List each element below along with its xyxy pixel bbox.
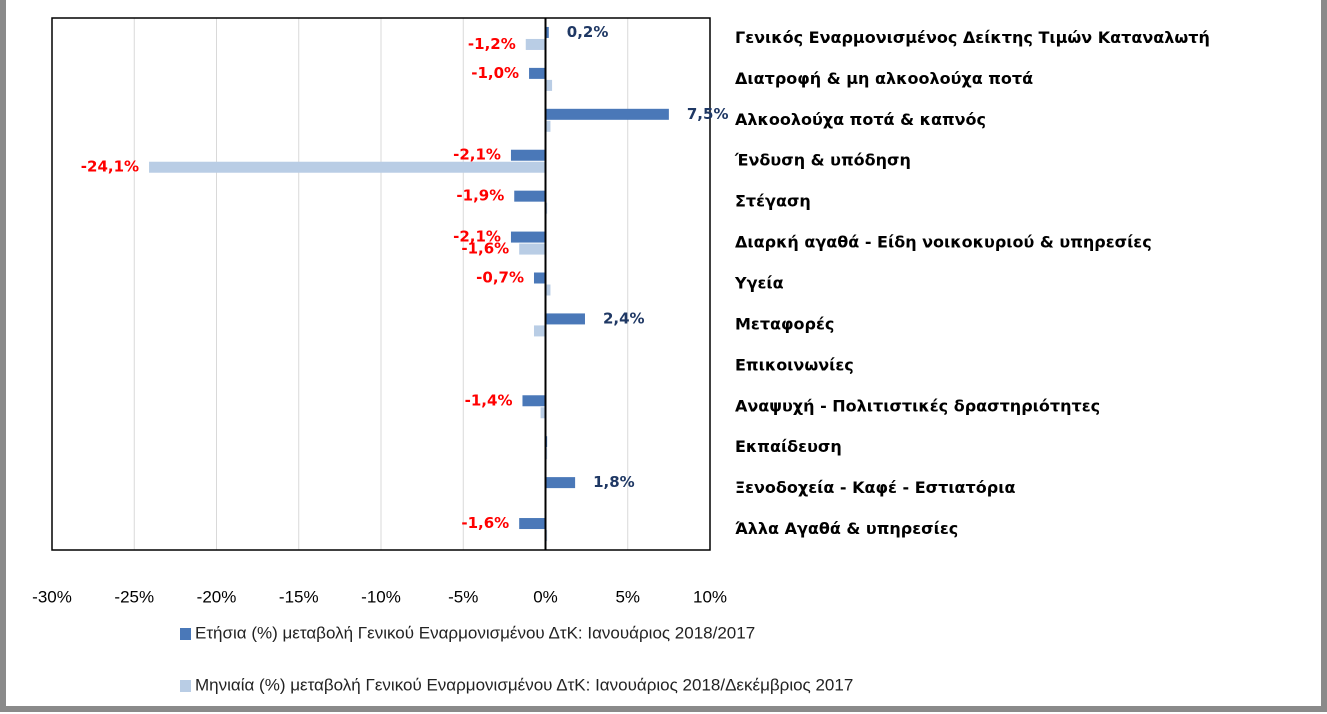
legend-swatch bbox=[180, 628, 191, 640]
data-label: -1,2% bbox=[468, 35, 516, 53]
x-tick-label: -10% bbox=[361, 587, 401, 606]
data-label: 1,8% bbox=[593, 473, 635, 491]
bar bbox=[519, 518, 546, 530]
category-label: Γενικός Εναρμονισμένος Δείκτης Τιμών Κατ… bbox=[735, 28, 1210, 47]
x-tick-label: 0% bbox=[533, 587, 558, 606]
category-label: Αναψυχή - Πολιτιστικές δραστηριότητες bbox=[735, 396, 1100, 415]
data-label: -1,6% bbox=[461, 514, 509, 532]
bar bbox=[545, 120, 551, 132]
x-tick-label: -30% bbox=[32, 587, 72, 606]
category-label: Άλλα Αγαθά & υπηρεσίες bbox=[735, 519, 958, 538]
x-tick-label: -25% bbox=[114, 587, 154, 606]
data-label: 0,2% bbox=[567, 23, 609, 41]
bar bbox=[514, 190, 546, 202]
x-tick-label: -15% bbox=[279, 587, 319, 606]
category-label: Μεταφορές bbox=[735, 314, 834, 333]
bar bbox=[533, 272, 546, 284]
bar bbox=[529, 67, 546, 79]
data-label: -1,6% bbox=[461, 240, 509, 258]
data-label: -2,1% bbox=[453, 146, 501, 164]
bar bbox=[533, 325, 546, 337]
category-label: Ένδυση & υπόδηση bbox=[734, 151, 911, 170]
bar bbox=[545, 313, 585, 325]
bar bbox=[545, 477, 576, 489]
plot-border bbox=[51, 17, 711, 551]
bar bbox=[510, 231, 546, 243]
bar bbox=[545, 108, 669, 120]
category-label: Επικοινωνίες bbox=[735, 355, 854, 374]
data-label: 7,5% bbox=[687, 105, 729, 123]
data-label: -2,1% bbox=[453, 228, 501, 246]
data-label: -1,9% bbox=[456, 187, 504, 205]
bar bbox=[545, 284, 551, 296]
category-label: Αλκοολούχα ποτά & καπνός bbox=[735, 110, 986, 129]
bar bbox=[525, 38, 546, 50]
legend-swatch bbox=[180, 680, 191, 692]
x-tick-label: 5% bbox=[615, 587, 640, 606]
bar bbox=[149, 161, 546, 173]
x-tick-label: -5% bbox=[448, 587, 478, 606]
category-label: Στέγαση bbox=[735, 192, 811, 211]
category-label: Διαρκή αγαθά - Είδη νοικοκυριού & υπηρεσ… bbox=[735, 233, 1152, 252]
data-label: 2,4% bbox=[603, 309, 645, 327]
x-tick-label: 10% bbox=[693, 587, 727, 606]
data-label: -1,4% bbox=[465, 391, 513, 409]
category-label: Ξενοδοχεία - Καφέ - Εστιατόρια bbox=[735, 478, 1015, 497]
category-label: Εκπαίδευση bbox=[735, 437, 842, 456]
bar bbox=[522, 395, 546, 407]
x-tick-label: -20% bbox=[197, 587, 237, 606]
data-label: -1,0% bbox=[471, 64, 519, 82]
category-label: Υγεία bbox=[734, 274, 784, 293]
bar bbox=[510, 149, 546, 161]
data-label: -24,1% bbox=[81, 158, 139, 176]
legend-label: Ετήσια (%) μεταβολή Γενικού Εναρμονισμέν… bbox=[195, 623, 755, 642]
data-label: -0,7% bbox=[476, 269, 524, 287]
bar bbox=[540, 407, 546, 419]
legend-label: Μηνιαία (%) μεταβολή Γενικού Εναρμονισμέ… bbox=[195, 675, 853, 694]
bar bbox=[545, 26, 549, 38]
bar bbox=[519, 243, 546, 255]
category-label: Διατροφή & μη αλκοολούχα ποτά bbox=[735, 69, 1033, 88]
bar bbox=[545, 79, 553, 91]
